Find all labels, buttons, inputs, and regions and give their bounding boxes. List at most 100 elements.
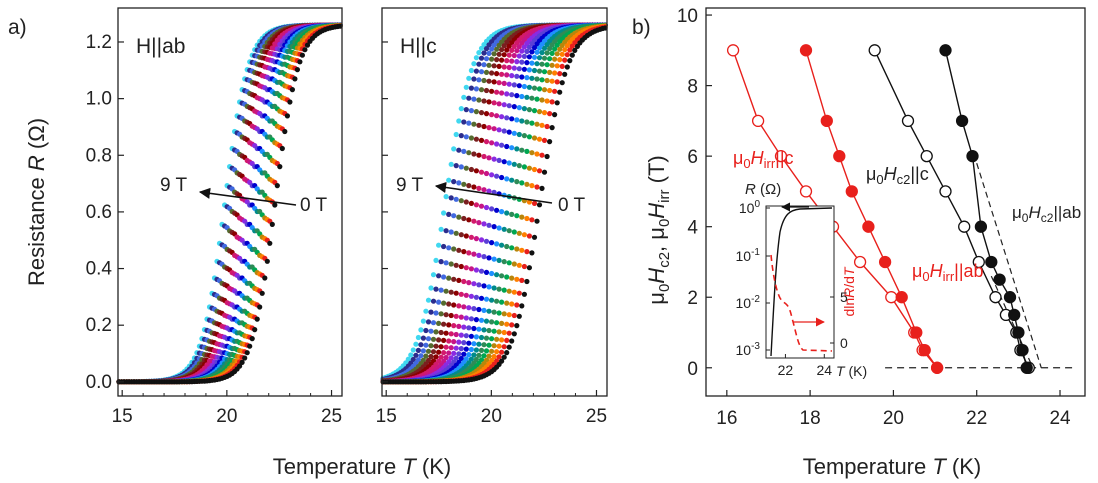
hc-point bbox=[448, 331, 454, 337]
hc-point bbox=[483, 348, 490, 354]
hab-point bbox=[292, 76, 298, 82]
hc-point bbox=[516, 290, 522, 296]
hc-point bbox=[483, 357, 490, 363]
hc-point bbox=[504, 337, 510, 343]
hab-point bbox=[284, 113, 290, 119]
hab-y-tick-label: 0.4 bbox=[86, 259, 113, 280]
hc-point bbox=[541, 87, 548, 93]
hc-point bbox=[468, 333, 474, 339]
hc-point bbox=[489, 46, 495, 52]
hc-point bbox=[489, 88, 495, 94]
panel-b-y-tick-label: 8 bbox=[687, 77, 698, 98]
hc-point bbox=[453, 345, 459, 351]
hc-point bbox=[463, 84, 469, 90]
hc-point bbox=[501, 226, 507, 232]
hc-point bbox=[478, 268, 485, 274]
hc-point bbox=[466, 352, 472, 358]
hc-point bbox=[471, 151, 477, 157]
hc-point bbox=[466, 305, 472, 311]
hc-point bbox=[471, 184, 477, 190]
hc-point bbox=[476, 185, 482, 191]
hc-point bbox=[521, 66, 528, 72]
hc-point bbox=[481, 123, 487, 130]
hc-point bbox=[451, 179, 457, 185]
hc-point bbox=[428, 353, 434, 360]
hc-point bbox=[506, 160, 512, 166]
hc-point bbox=[521, 133, 528, 139]
hc-point bbox=[519, 74, 525, 80]
hc-point bbox=[549, 99, 555, 105]
hc-point bbox=[526, 67, 533, 73]
hc-point bbox=[418, 353, 424, 359]
hc-point bbox=[456, 351, 462, 357]
hc-point bbox=[473, 317, 479, 323]
hc-point bbox=[521, 164, 528, 170]
label-hirr-ab: μ0Hirr||ab bbox=[912, 261, 984, 284]
hc-point bbox=[486, 188, 492, 194]
hc-point bbox=[509, 177, 515, 183]
hc-point bbox=[441, 300, 447, 306]
hc-point bbox=[481, 353, 487, 359]
hc-point bbox=[453, 196, 459, 202]
hc-point bbox=[499, 71, 505, 77]
hc-point bbox=[453, 230, 459, 236]
hc-point bbox=[552, 112, 558, 118]
series-point bbox=[989, 291, 1002, 304]
hc-point bbox=[481, 50, 487, 56]
series-point bbox=[985, 255, 998, 269]
hc-point bbox=[430, 298, 437, 304]
series-point bbox=[939, 185, 952, 198]
hc-point bbox=[534, 76, 540, 82]
hc-point bbox=[519, 277, 525, 283]
hc-point bbox=[526, 54, 533, 60]
hc-point bbox=[541, 69, 548, 75]
hc-x-tick-label: 20 bbox=[481, 406, 502, 427]
hc-point bbox=[504, 115, 510, 121]
hc2-ab-extrapolation bbox=[976, 163, 1042, 368]
hc-point bbox=[491, 256, 497, 262]
hc-point bbox=[456, 277, 462, 283]
hc-point bbox=[514, 246, 520, 252]
hc-point bbox=[483, 139, 490, 145]
inset: R (Ω) dlnR/dT 22 24 100 10-1 10-2 10-3 0 5 T (K… bbox=[736, 181, 868, 379]
hc-point bbox=[489, 172, 495, 178]
hab-y-tick-label: 0.6 bbox=[86, 202, 112, 223]
hab-point bbox=[244, 350, 250, 356]
panel-a-hc-ticks: 15 20 25 bbox=[376, 41, 607, 427]
hc-point bbox=[504, 58, 510, 64]
hc-point bbox=[544, 123, 550, 130]
hc-point bbox=[436, 242, 442, 248]
hc-point bbox=[461, 324, 467, 330]
hab-point bbox=[247, 343, 253, 349]
series-point bbox=[1020, 361, 1033, 374]
hc-point bbox=[481, 342, 487, 348]
hc-point bbox=[524, 48, 530, 55]
series-point bbox=[1016, 343, 1029, 357]
hc-point bbox=[481, 62, 487, 68]
hc-point bbox=[466, 183, 472, 189]
hab-point bbox=[272, 202, 278, 208]
hab-point bbox=[297, 59, 303, 65]
series-point bbox=[1003, 291, 1017, 304]
hab-point bbox=[264, 258, 270, 264]
hc-point bbox=[473, 202, 479, 208]
hc-point bbox=[499, 349, 505, 355]
hc-point bbox=[511, 52, 517, 59]
hc-point bbox=[539, 97, 545, 103]
hc-point bbox=[564, 64, 570, 70]
hc-point bbox=[516, 163, 522, 169]
hc-point bbox=[451, 276, 457, 282]
hc-point bbox=[476, 252, 482, 258]
hc-point bbox=[549, 62, 555, 68]
hc-point bbox=[526, 134, 533, 140]
hc-point bbox=[456, 323, 462, 329]
series-point bbox=[799, 44, 813, 57]
hc-point bbox=[461, 94, 467, 100]
hab-y-tick-label: 0.2 bbox=[86, 315, 112, 336]
hc-point bbox=[489, 270, 495, 277]
hc-point bbox=[514, 146, 520, 152]
hc-point bbox=[539, 185, 545, 191]
inset-frame bbox=[765, 205, 835, 359]
series-point bbox=[993, 273, 1006, 286]
